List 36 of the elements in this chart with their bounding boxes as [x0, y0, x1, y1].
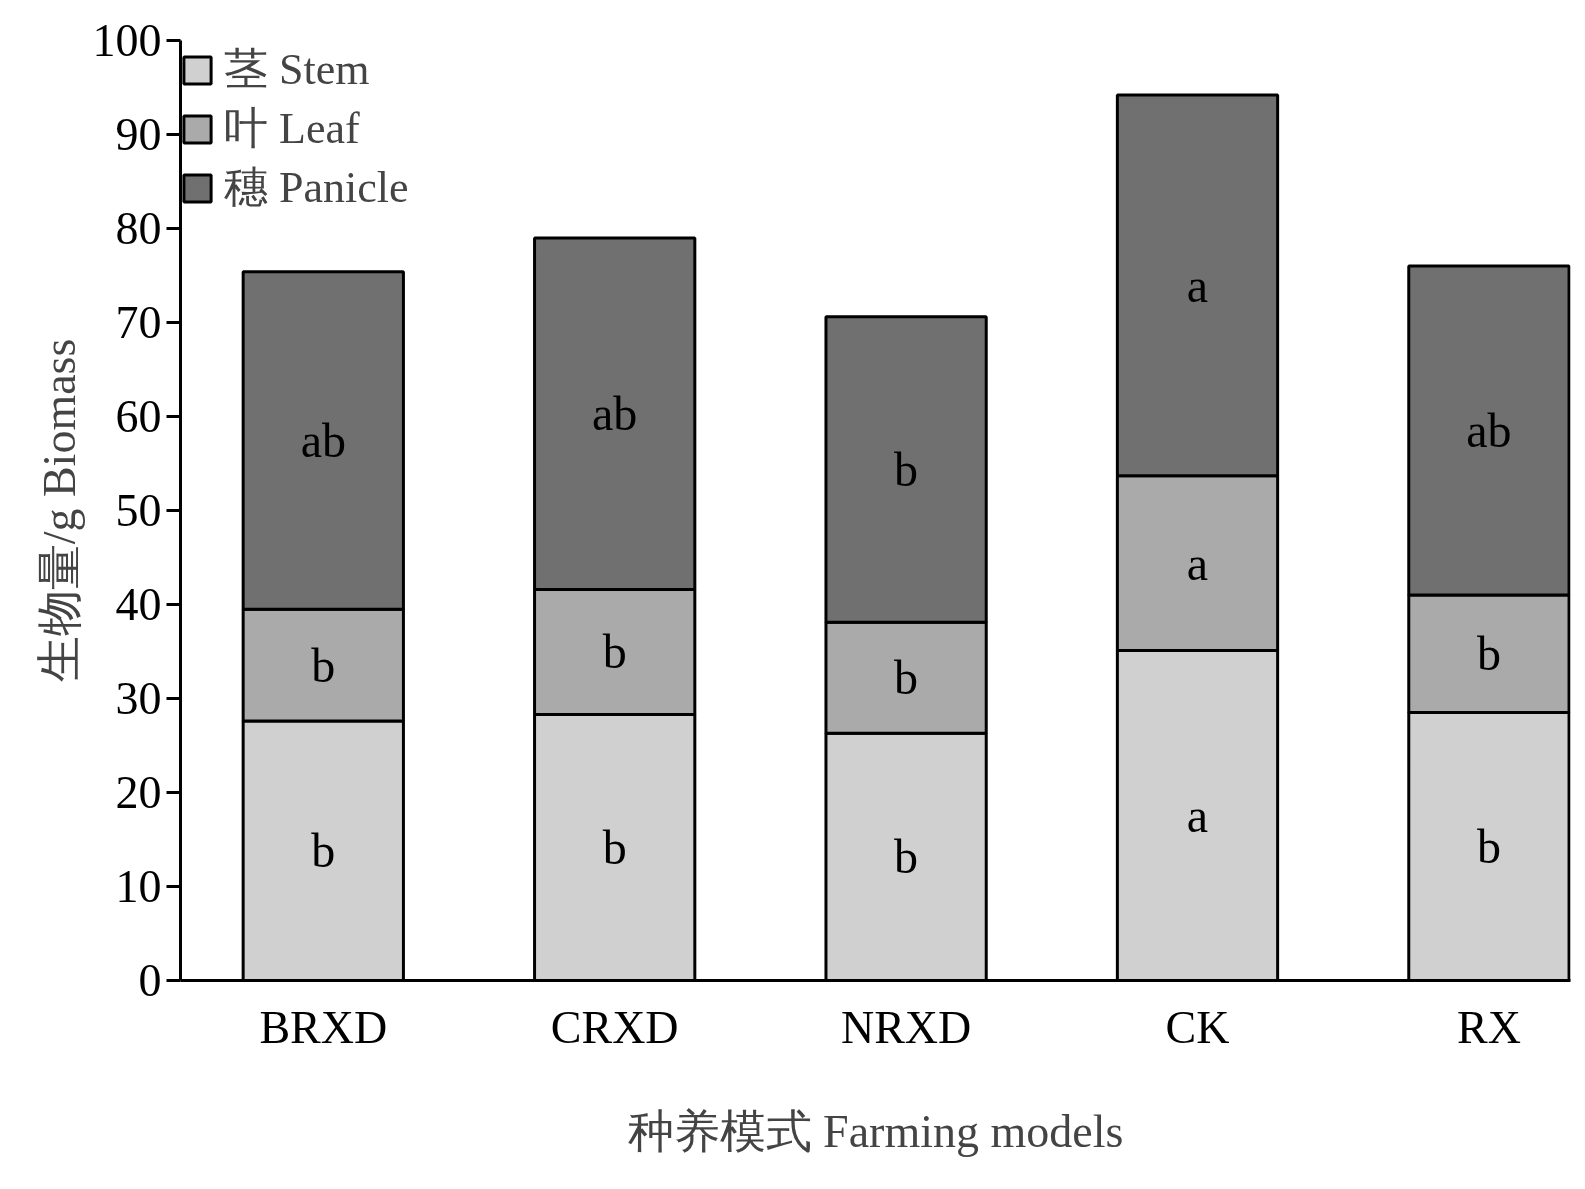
- data-label: b: [311, 638, 336, 692]
- data-label: b: [1476, 820, 1501, 874]
- x-axis-title: 种养模式 Farming models: [627, 1105, 1124, 1157]
- data-label: b: [602, 625, 627, 679]
- y-tick-label: 60: [115, 391, 162, 442]
- data-label: b: [311, 824, 336, 878]
- y-tick-label: 90: [115, 109, 162, 160]
- y-tick-label: 10: [115, 861, 162, 912]
- y-axis-title: 生物量/g Biomass: [33, 338, 85, 683]
- data-label: b: [894, 651, 919, 705]
- data-label: b: [894, 443, 919, 497]
- data-label: a: [1186, 789, 1209, 843]
- x-tick-label: CK: [1165, 1001, 1230, 1053]
- y-tick-label: 70: [115, 297, 162, 348]
- data-label: ab: [1466, 404, 1512, 458]
- y-tick-label: 40: [115, 579, 162, 630]
- data-label: a: [1186, 258, 1209, 312]
- y-tick-label: 30: [115, 673, 162, 724]
- x-tick-label: CRXD: [550, 1001, 679, 1053]
- y-tick-label: 50: [115, 485, 162, 536]
- legend-label: 叶 Leaf: [224, 103, 360, 155]
- data-label: ab: [300, 413, 346, 467]
- data-label: b: [602, 820, 627, 874]
- data-label: ab: [592, 387, 638, 441]
- x-tick-label: NRXD: [840, 1001, 972, 1053]
- x-tick-label: BRXD: [259, 1001, 388, 1053]
- legend-label: 穗 Panicle: [224, 162, 409, 214]
- data-label: b: [894, 830, 919, 884]
- data-label: a: [1186, 536, 1209, 590]
- y-tick-label: 100: [92, 15, 162, 66]
- y-tick-label: 80: [115, 203, 162, 254]
- y-tick-label: 20: [115, 767, 162, 818]
- legend-label: 茎 Stem: [224, 44, 370, 96]
- y-tick-label: 0: [138, 955, 162, 1006]
- x-tick-label: RX: [1456, 1001, 1521, 1053]
- data-label: b: [1476, 627, 1501, 681]
